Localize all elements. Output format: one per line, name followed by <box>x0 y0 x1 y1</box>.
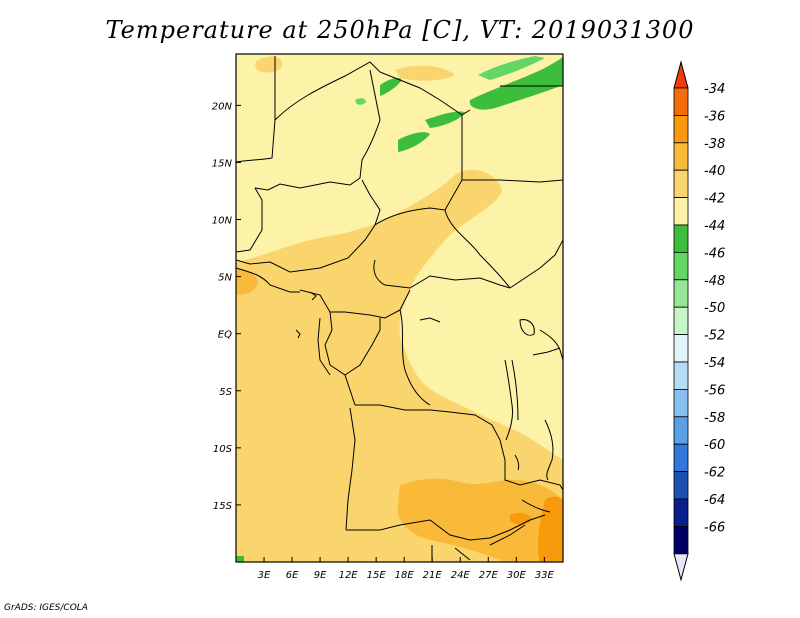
colorbar-swatch <box>673 306 689 336</box>
y-tick-label: 10N <box>212 216 233 227</box>
colorbar-swatch <box>673 224 689 253</box>
colorbar-swatch <box>673 388 689 418</box>
colorbar-swatch <box>673 361 689 390</box>
field-warm2-west <box>236 269 258 295</box>
y-tick-label: 15N <box>212 158 233 169</box>
x-tick-label: 21E <box>423 570 443 581</box>
grads-credit: GrADS: IGES/COLA <box>4 603 88 613</box>
field-warm1-north2 <box>395 65 455 81</box>
colorbar-swatch <box>673 169 689 198</box>
field-warm2-region <box>397 478 563 562</box>
colorbar-label: -54 <box>704 356 725 371</box>
colorbar-label: -52 <box>704 329 725 344</box>
colorbar-label: -36 <box>704 109 725 124</box>
x-tick-label: 12E <box>339 570 359 581</box>
colorbar-label: -46 <box>704 246 725 261</box>
x-tick-label: 33E <box>535 570 555 581</box>
colorbar-swatch <box>673 443 689 473</box>
colorbar-swatch <box>673 471 689 500</box>
colorbar-swatch <box>673 142 689 171</box>
x-tick-label: 24E <box>451 570 471 581</box>
colorbar-label: -64 <box>704 493 725 508</box>
y-axis: 20N 15N 10N 5N EQ 5S 10S 15S <box>212 101 241 512</box>
colorbar-swatch <box>673 498 689 527</box>
colorbar-swatch <box>673 251 689 281</box>
colorbar-bottom-arrow <box>673 553 689 582</box>
colorbar-label: -38 <box>704 137 725 152</box>
x-tick-label: 6E <box>286 570 299 581</box>
colorbar-label: -50 <box>704 301 725 316</box>
colorbar-label: -40 <box>704 164 725 179</box>
y-tick-label: 10S <box>213 444 233 455</box>
colorbar-label: -34 <box>704 82 725 97</box>
colorbar-swatch <box>673 334 689 363</box>
x-tick-label: 9E <box>314 570 327 581</box>
colorbar-label: -42 <box>704 192 725 207</box>
x-axis: 3E 6E 9E 12E 15E 18E 21E 24E 27E 30E 33E <box>258 557 555 581</box>
colorbar-swatch <box>673 416 689 445</box>
x-tick-label: 30E <box>507 570 527 581</box>
map-frame <box>235 53 564 563</box>
colorbar-swatch <box>673 197 689 226</box>
field-cold-streaks <box>236 56 563 562</box>
y-tick-label: 5N <box>218 273 232 284</box>
field-warm3-region <box>537 496 563 562</box>
colorbar-swatch <box>673 526 689 555</box>
y-tick-label: 15S <box>213 501 233 512</box>
colorbar-label: -58 <box>704 411 725 426</box>
colorbar-label: -60 <box>704 438 725 453</box>
colorbar-label: -44 <box>704 219 725 234</box>
temperature-field <box>236 54 563 562</box>
country-borders <box>236 56 563 562</box>
x-tick-label: 15E <box>367 570 387 581</box>
x-tick-label: 27E <box>479 570 499 581</box>
y-tick-label: 5S <box>219 387 232 398</box>
colorbar-label: -48 <box>704 274 725 289</box>
colorbar-swatch <box>673 87 689 116</box>
lakes <box>295 291 554 513</box>
colorbar-swatch <box>673 115 689 144</box>
colorbar-top-arrow <box>673 60 689 89</box>
x-tick-label: 3E <box>258 570 271 581</box>
colorbar-swatch <box>673 279 689 308</box>
y-tick-label: EQ <box>218 330 232 341</box>
y-tick-label: 20N <box>212 101 233 112</box>
colorbar-label: -66 <box>704 520 725 535</box>
colorbar-label: -62 <box>704 466 725 481</box>
colorbar-label: -56 <box>704 383 725 398</box>
x-tick-label: 18E <box>395 570 415 581</box>
colorbar: -34 -36 -38 -40 -42 -44 -46 -48 -50 -52 -54 -56 -58 -… <box>673 60 725 582</box>
map-title: Temperature at 250hPa [C], VT: 201903130… <box>105 16 695 44</box>
